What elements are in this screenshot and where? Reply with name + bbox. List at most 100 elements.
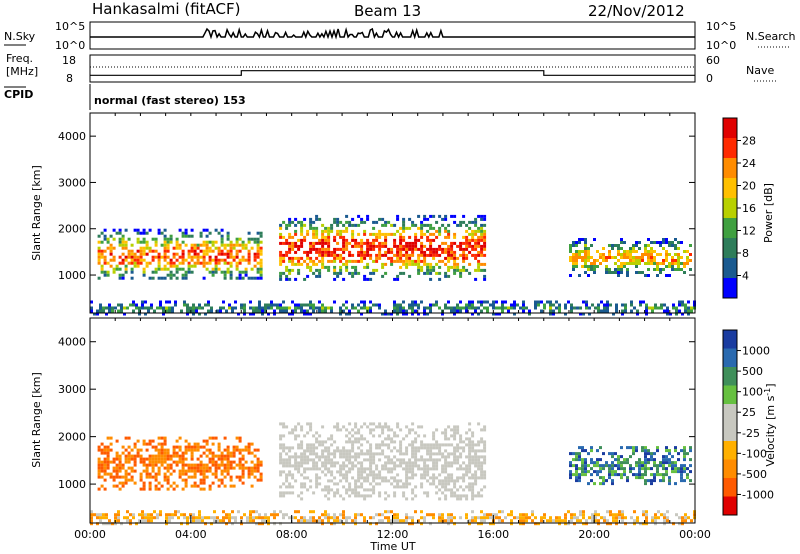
velocity-cell [510,519,513,523]
velocity-cell [647,461,650,465]
velocity-cell [226,457,230,461]
velocity-cell [483,473,487,477]
velocity-cell [468,443,472,447]
power-cell [333,247,337,251]
power-cell [623,253,626,256]
power-cell [429,241,433,245]
power-cell [534,303,537,307]
power-cell [184,228,188,232]
velocity-cell [543,513,546,517]
velocity-cell [142,457,146,461]
velocity-cell [175,439,179,443]
velocity-cell [181,472,185,476]
velocity-cell [408,461,412,465]
power-cell [623,265,626,268]
velocity-cell [139,457,143,461]
power-cell [339,271,343,275]
power-cell [630,303,633,307]
power-cell [285,241,289,245]
power-cell [644,250,647,253]
velocity-colorbar-label: -500 [742,468,767,481]
velocity-cell [324,510,327,514]
velocity-cell [214,469,218,473]
velocity-cell [378,473,382,477]
velocity-cell [432,446,436,450]
velocity-cell [645,516,648,520]
power-cell [118,261,122,265]
power-cell [375,253,379,257]
power-cell [584,247,587,250]
velocity-cell [647,452,650,456]
power-cell [477,238,481,242]
power-cell [327,253,331,257]
power-cell [256,261,260,265]
velocity-cell [375,425,379,429]
power-cell [244,258,248,262]
power-cell [617,253,620,256]
power-cell [229,249,233,253]
velocity-cell [336,482,340,486]
power-cell [178,261,182,265]
velocity-cell [629,455,632,459]
power-cell [510,306,513,310]
velocity-cell [124,457,128,461]
power-cell [546,300,549,304]
velocity-cell [115,457,119,461]
power-cell [677,247,680,250]
velocity-cell [342,449,346,453]
power-cell [345,244,349,248]
velocity-cell [240,516,243,520]
velocity-cell [429,458,433,462]
velocity-cell [405,485,409,489]
velocity-cell [324,494,328,498]
power-cell [309,226,313,230]
power-cell [309,265,313,269]
power-cell [372,303,375,307]
power-cell [312,235,316,239]
velocity-cell [90,513,93,517]
power-cell [572,256,575,259]
power-cell [136,261,140,265]
power-cell [626,250,629,253]
velocity-cell [264,519,267,523]
velocity-cell [99,516,102,520]
velocity-cell [636,519,639,523]
velocity-cell [345,470,349,474]
velocity-cell [615,522,618,526]
power-cell [632,256,635,259]
power-cell [453,235,457,239]
velocity-cell [223,466,227,470]
velocity-cell [109,475,113,479]
velocity-cell [591,519,594,523]
power-cell [653,250,656,253]
power-cell [235,261,239,265]
velocity-cell [138,513,141,517]
power-cell [223,270,227,274]
velocity-cell [223,436,227,440]
velocity-cell [105,513,108,517]
velocity-cell [578,467,581,471]
velocity-cell [166,469,170,473]
power-cell [483,244,487,248]
velocity-cell [444,455,448,459]
velocity-cell [223,484,227,488]
power-cell [441,250,445,254]
power-cell [253,276,257,280]
velocity-cell [417,464,421,468]
power-cell [459,247,463,251]
velocity-cell [602,482,605,486]
velocity-cell [411,476,415,480]
power-cell [534,300,537,304]
power-cell [447,235,451,239]
velocity-cell [106,448,110,452]
velocity-cell [300,440,304,444]
velocity-cell [656,470,659,474]
velocity-cell [238,457,242,461]
velocity-cell [303,455,307,459]
velocity-cell [160,463,164,467]
power-cell [202,243,206,247]
power-cell [339,312,342,316]
power-cell [375,303,378,307]
velocity-cell [581,473,584,477]
power-cell [139,246,143,250]
